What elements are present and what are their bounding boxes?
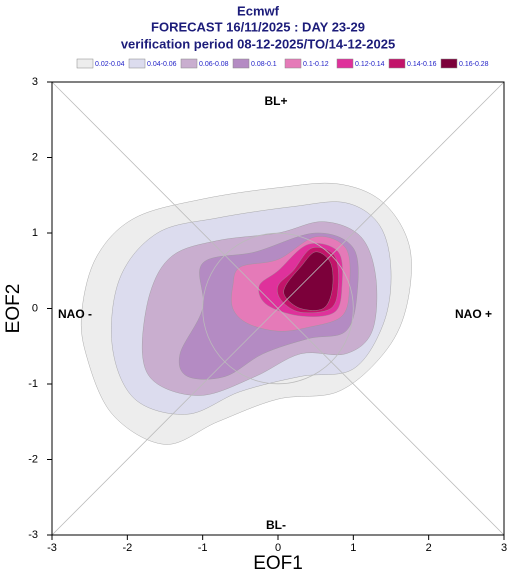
contour-fill [283,251,334,311]
legend-label: 0.08-0.1 [251,61,277,68]
legend-swatch [388,58,406,69]
y-axis-label: EOF2 [3,284,24,334]
y-tick-label: 3 [32,76,38,88]
annotation: BL+ [264,94,287,108]
chart-title: Ecmwf [237,3,280,18]
legend-label: 0.02-0.04 [95,61,125,68]
x-tick-label: -1 [198,542,208,554]
x-tick-label: -2 [122,542,132,554]
annotation: NAO - [58,307,92,321]
legend-swatch [284,58,302,69]
unit-circle [202,232,354,385]
y-tick-label: -2 [28,453,38,465]
legend-swatch [440,58,458,69]
legend-swatch [76,58,94,69]
y-tick-label: -3 [28,529,38,541]
x-tick-label: 1 [350,542,356,554]
legend-swatch [336,58,354,69]
legend-swatch [180,58,198,69]
y-tick-label: 0 [32,302,38,314]
x-tick-label: 2 [426,542,432,554]
chart-title: FORECAST 16/11/2025 : DAY 23-29 [151,19,365,34]
legend-label: 0.04-0.06 [147,61,177,68]
legend-swatch [232,58,250,69]
y-tick-label: 1 [32,227,38,239]
chart-title: verification period 08-12-2025/TO/14-12-… [121,36,395,51]
legend-label: 0.06-0.08 [199,61,229,68]
y-tick-label: -1 [28,378,38,390]
diagonal [51,81,505,536]
y-tick-label: 2 [32,151,38,163]
x-tick-label: 3 [501,542,507,554]
x-axis-label: EOF1 [253,553,303,574]
legend-label: 0.1-0.12 [303,61,329,68]
x-tick-label: 0 [275,542,281,554]
legend-label: 0.14-0.16 [407,61,437,68]
legend-label: 0.16-0.28 [459,61,489,68]
annotation: BL- [266,518,286,532]
legend-swatch [128,58,146,69]
x-tick-label: -3 [47,542,57,554]
annotation: NAO + [455,307,492,321]
legend-label: 0.12-0.14 [355,61,385,68]
